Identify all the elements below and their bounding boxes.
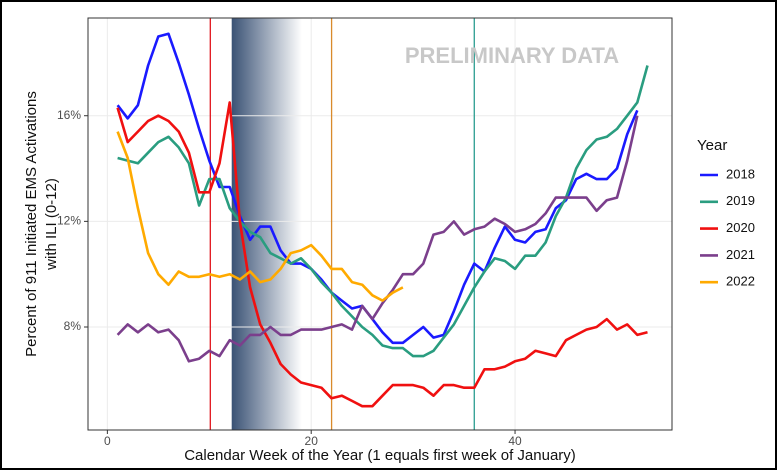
series-line (116, 115, 639, 363)
panel-border (87, 17, 673, 431)
y-tick-label: 12% (57, 214, 81, 228)
legend-label: 2022 (726, 274, 755, 289)
y-axis-label: Percent of 911 Initiated EMS Activations (23, 91, 40, 357)
y-tick-label: 8% (64, 319, 82, 333)
annotation: PRELIMINARY DATA (405, 43, 619, 68)
plot-area (88, 18, 672, 430)
series-line (116, 131, 404, 302)
x-axis-label: Calendar Week of the Year (1 equals firs… (184, 447, 576, 464)
legend-label: 2019 (726, 193, 755, 208)
x-tick-label: 20 (305, 434, 319, 448)
legend-label: 2018 (726, 166, 755, 181)
legend-label: 2020 (726, 220, 755, 235)
x-tick-label: 40 (508, 434, 522, 448)
y-axis-label: with ILI (0-12) (43, 178, 60, 271)
series-line (116, 101, 648, 408)
x-tick-label: 0 (104, 434, 111, 448)
y-tick-label: 16% (57, 108, 81, 122)
legend-label: 2021 (726, 247, 755, 262)
series-line (117, 65, 649, 358)
legend-title: Year (697, 137, 727, 154)
series-line (116, 32, 639, 345)
